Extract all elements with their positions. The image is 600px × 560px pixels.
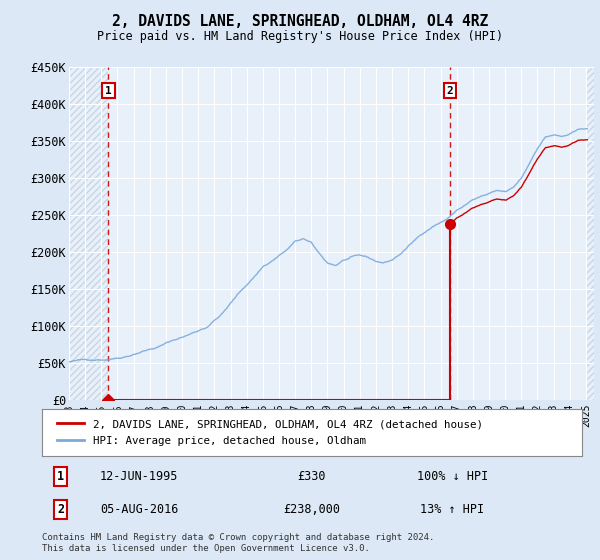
Text: 13% ↑ HPI: 13% ↑ HPI: [421, 503, 484, 516]
Text: 12-JUN-1995: 12-JUN-1995: [100, 470, 178, 483]
Text: 2: 2: [58, 503, 64, 516]
Text: 1: 1: [58, 470, 64, 483]
Text: 05-AUG-2016: 05-AUG-2016: [100, 503, 178, 516]
Text: 100% ↓ HPI: 100% ↓ HPI: [417, 470, 488, 483]
Text: Price paid vs. HM Land Registry's House Price Index (HPI): Price paid vs. HM Land Registry's House …: [97, 30, 503, 43]
Text: 1: 1: [105, 86, 112, 96]
Legend: 2, DAVIDS LANE, SPRINGHEAD, OLDHAM, OL4 4RZ (detached house), HPI: Average price: 2, DAVIDS LANE, SPRINGHEAD, OLDHAM, OL4 …: [53, 414, 487, 451]
Text: £238,000: £238,000: [284, 503, 341, 516]
Text: Contains HM Land Registry data © Crown copyright and database right 2024.
This d: Contains HM Land Registry data © Crown c…: [42, 533, 434, 553]
Text: 2, DAVIDS LANE, SPRINGHEAD, OLDHAM, OL4 4RZ: 2, DAVIDS LANE, SPRINGHEAD, OLDHAM, OL4 …: [112, 14, 488, 29]
Text: £330: £330: [298, 470, 326, 483]
Text: 2: 2: [446, 86, 453, 96]
